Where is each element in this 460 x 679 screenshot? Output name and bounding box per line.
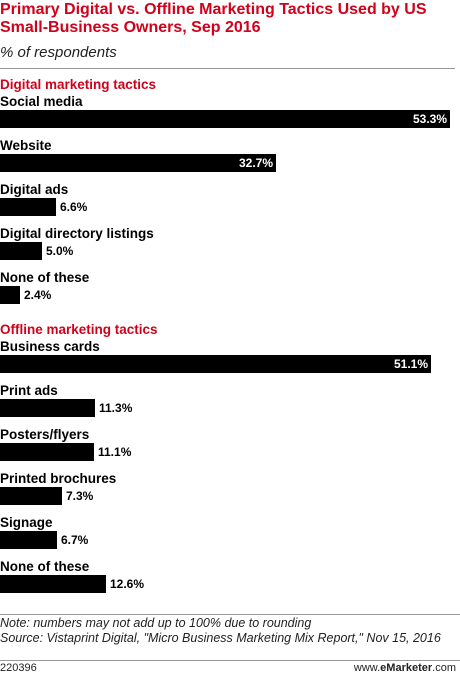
- category-label: Business cards: [0, 339, 100, 354]
- section-title-offline-marketing-tactics: Offline marketing tactics: [0, 322, 158, 337]
- brand-name: eMarketer: [380, 662, 433, 674]
- category-label: Signage: [0, 515, 53, 530]
- category-label: Digital ads: [0, 182, 69, 197]
- category-label: Digital directory listings: [0, 226, 154, 241]
- chart-note: Note: numbers may not add up to 100% due…: [0, 616, 312, 630]
- bar-offline-marketing-tactics-print-ads: [0, 399, 95, 417]
- bar-offline-marketing-tactics-signage: [0, 531, 57, 549]
- section-title-digital-marketing-tactics: Digital marketing tactics: [0, 77, 157, 92]
- data-label: 51.1%: [393, 357, 428, 371]
- data-label: 2.4%: [24, 288, 52, 302]
- category-label: None of these: [0, 559, 90, 574]
- data-label: 12.6%: [110, 577, 145, 591]
- category-label: Posters/flyers: [0, 427, 90, 442]
- category-label: Printed brochures: [0, 471, 117, 486]
- chart-id: 220396: [0, 662, 37, 674]
- bar-digital-marketing-tactics-website: [0, 154, 276, 172]
- bar-offline-marketing-tactics-posters-flyers: [0, 443, 94, 461]
- bar-offline-marketing-tactics-printed-brochures: [0, 487, 62, 505]
- bar-digital-marketing-tactics-none-of-these: [0, 286, 20, 304]
- category-label: Print ads: [0, 383, 58, 398]
- category-label: Website: [0, 138, 52, 153]
- data-label: 6.7%: [61, 533, 89, 547]
- brand-footer: www.eMarketer.com: [354, 662, 456, 674]
- chart-title: Primary Digital vs. Offline Marketing Ta…: [0, 1, 427, 36]
- bar-digital-marketing-tactics-digital-ads: [0, 198, 56, 216]
- data-label: 11.3%: [99, 401, 133, 415]
- chart-source: Source: Vistaprint Digital, "Micro Busin…: [0, 631, 441, 645]
- brand-suffix: .com: [432, 662, 456, 674]
- bar-digital-marketing-tactics-digital-directory-listings: [0, 242, 42, 260]
- notes-divider: [0, 614, 460, 615]
- data-label: 11.1%: [98, 445, 132, 459]
- data-label: 32.7%: [238, 156, 273, 170]
- bar-offline-marketing-tactics-none-of-these: [0, 575, 106, 593]
- bar-digital-marketing-tactics-social-media: [0, 110, 450, 128]
- category-label: Social media: [0, 94, 83, 109]
- header-divider: [0, 68, 455, 69]
- footer-divider: [0, 660, 460, 661]
- brand-prefix: www.: [353, 662, 381, 674]
- chart-subtitle: % of respondents: [0, 44, 117, 61]
- bar-offline-marketing-tactics-business-cards: [0, 355, 431, 373]
- data-label: 5.0%: [46, 244, 74, 258]
- category-label: None of these: [0, 270, 90, 285]
- data-label: 7.3%: [66, 489, 94, 503]
- data-label: 53.3%: [412, 112, 447, 126]
- data-label: 6.6%: [60, 200, 88, 214]
